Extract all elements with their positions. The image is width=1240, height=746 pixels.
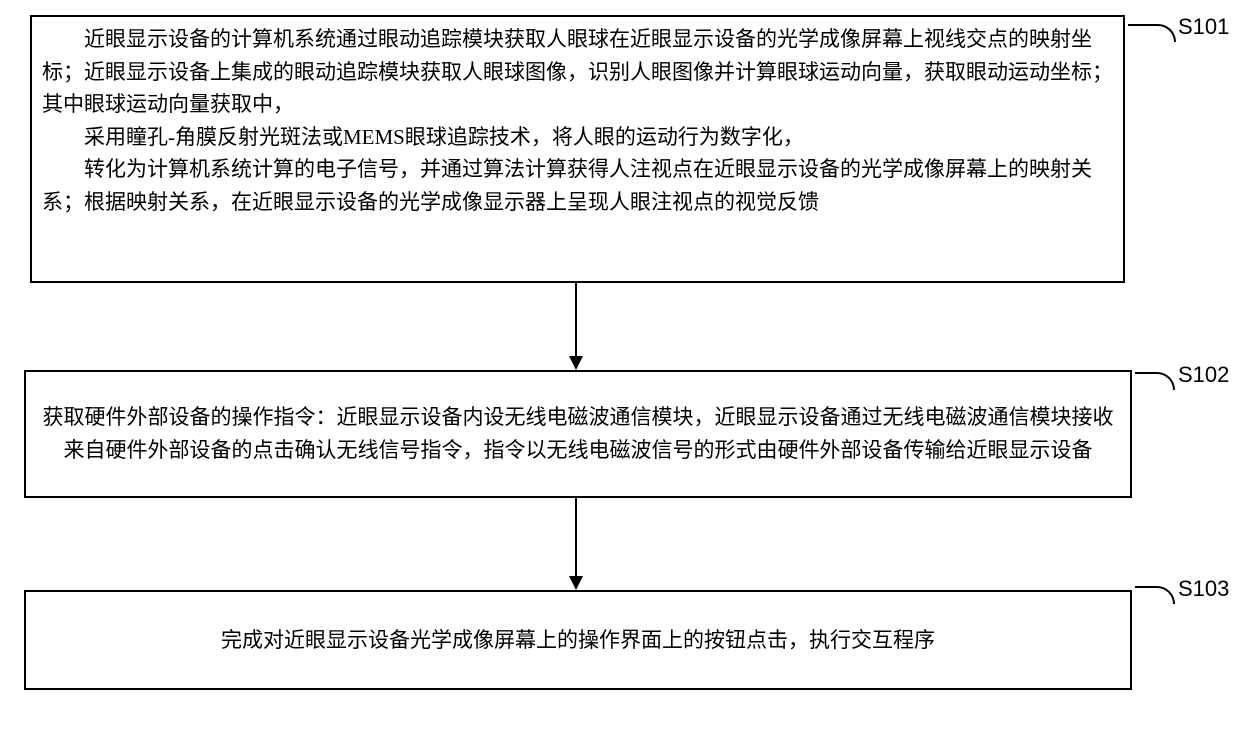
leader-s102 [1135,372,1175,390]
step-s102-para-1: 获取硬件外部设备的操作指令：近眼显示设备内设无线电磁波通信模块，近眼显示设备通过… [36,401,1120,466]
step-label-s102: S102 [1178,362,1229,388]
leader-s101 [1128,24,1176,42]
step-box-s101: 近眼显示设备的计算机系统通过眼动追踪模块获取人眼球在近眼显示设备的光学成像屏幕上… [30,15,1125,283]
step-label-s101: S101 [1178,14,1229,40]
arrow-line-2 [575,498,577,576]
step-s103-para-1: 完成对近眼显示设备光学成像屏幕上的操作界面上的按钮点击，执行交互程序 [36,624,1120,657]
flowchart-diagram: 近眼显示设备的计算机系统通过眼动追踪模块获取人眼球在近眼显示设备的光学成像屏幕上… [10,10,1230,736]
step-s101-para-1: 近眼显示设备的计算机系统通过眼动追踪模块获取人眼球在近眼显示设备的光学成像屏幕上… [42,23,1113,121]
arrow-line-1 [575,283,577,356]
step-label-s103: S103 [1178,576,1229,602]
step-s101-para-3: 转化为计算机系统计算的电子信号，并通过算法计算获得人注视点在近眼显示设备的光学成… [42,153,1113,218]
step-box-s103: 完成对近眼显示设备光学成像屏幕上的操作界面上的按钮点击，执行交互程序 [24,590,1132,690]
step-s101-para-2: 采用瞳孔-角膜反射光斑法或MEMS眼球追踪技术，将人眼的运动行为数字化， [42,121,1113,154]
arrow-head-1 [569,356,583,370]
leader-s103 [1135,586,1175,604]
arrow-head-2 [569,576,583,590]
step-box-s102: 获取硬件外部设备的操作指令：近眼显示设备内设无线电磁波通信模块，近眼显示设备通过… [24,370,1132,498]
